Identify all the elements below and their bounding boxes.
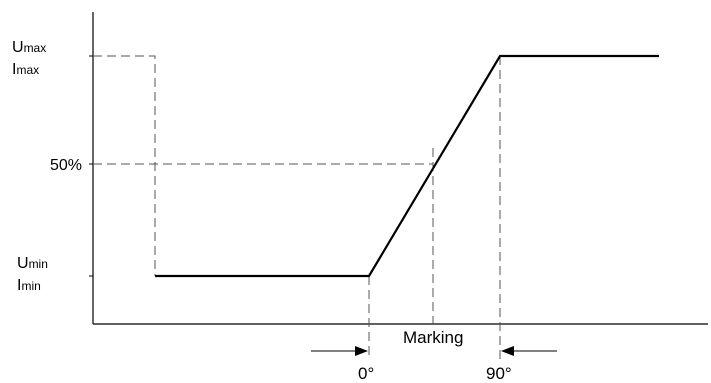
end-arrow <box>501 346 557 356</box>
max-level-guide <box>93 55 156 276</box>
y-label-i-min: Imin <box>17 277 41 294</box>
y-label-u-min: Umin <box>17 255 48 272</box>
start-arrow <box>311 346 368 356</box>
characteristic-curve <box>155 54 659 278</box>
y-label-u-max: Umax <box>12 39 46 56</box>
y-label-half: 50% <box>50 157 82 174</box>
x-label-zero-degrees: 0° <box>358 364 374 383</box>
y-label-i-max: Imax <box>12 61 39 78</box>
marking-label: Marking <box>403 328 463 347</box>
x-label-ninety-degrees: 90° <box>486 364 512 383</box>
